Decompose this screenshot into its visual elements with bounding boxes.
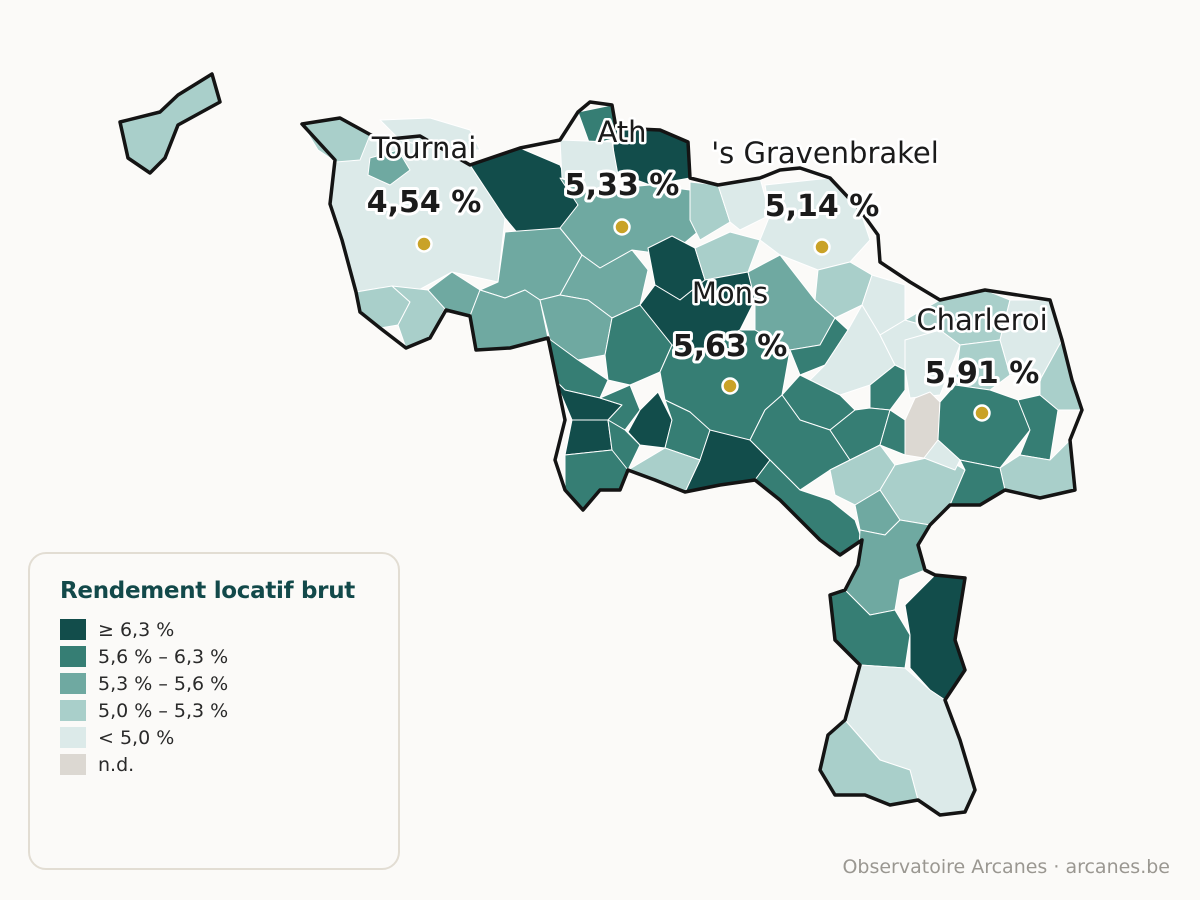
city-marker-1[interactable] (613, 218, 631, 236)
municipality[interactable] (379, 117, 481, 151)
city-value-label: 5,14 % (765, 189, 880, 224)
municipality[interactable] (301, 117, 371, 163)
municipality[interactable] (559, 139, 619, 191)
municipality[interactable] (367, 149, 411, 186)
legend-item: n.d. (60, 751, 368, 778)
legend-item: 5,6 % – 6,3 % (60, 643, 368, 670)
legend-item: 5,0 % – 5,3 % (60, 697, 368, 724)
legend-swatch (60, 619, 86, 640)
legend-label: 5,0 % – 5,3 % (98, 699, 229, 722)
municipalities-layer (119, 73, 1083, 816)
legend-panel: Rendement locatif brut ≥ 6,3 % 5,6 % – 6,… (28, 552, 400, 870)
city-name-label: 's Gravenbrakel (711, 136, 939, 170)
legend-label: < 5,0 % (98, 726, 175, 749)
legend-swatch (60, 700, 86, 721)
city-labels: Tournai 4,54 % Ath 5,33 % 's Gravenbrakel 5,1… (364, 113, 1050, 422)
city-marker-0[interactable] (415, 235, 433, 253)
legend-label: ≥ 6,3 % (98, 618, 175, 641)
province-outline-exclave (118, 72, 222, 175)
legend-item: 5,3 % – 5,6 % (60, 670, 368, 697)
municipality[interactable] (119, 73, 221, 174)
province-outline (300, 100, 1084, 817)
city-name-label: Tournai (371, 131, 477, 165)
city-value-label: 5,33 % (565, 168, 680, 203)
city-name-label: Mons (692, 276, 768, 310)
legend-swatch (60, 754, 86, 775)
municipality[interactable] (904, 329, 961, 399)
legend-label: n.d. (98, 753, 135, 776)
city-name-label: Charleroi (916, 303, 1047, 337)
city-value-label: 5,63 % (673, 329, 788, 364)
legend-item: ≥ 6,3 % (60, 616, 368, 643)
legend-swatch (60, 646, 86, 667)
legend-label: 5,3 % – 5,6 % (98, 672, 229, 695)
municipality[interactable] (564, 419, 613, 456)
municipality[interactable] (954, 339, 1011, 391)
credit-text: Observatoire Arcanes · arcanes.be (842, 856, 1170, 878)
legend-label: 5,6 % – 6,3 % (98, 645, 229, 668)
city-marker-3[interactable] (721, 377, 739, 395)
legend-items: ≥ 6,3 % 5,6 % – 6,3 % 5,3 % – 5,6 % 5,0 % –… (60, 616, 368, 778)
legend-item: < 5,0 % (60, 724, 368, 751)
city-name-label: Ath (597, 115, 646, 149)
city-marker-2[interactable] (813, 238, 831, 256)
city-marker-4[interactable] (973, 404, 991, 422)
legend-title: Rendement locatif brut (60, 578, 355, 604)
municipality[interactable] (694, 231, 761, 281)
municipality[interactable] (923, 439, 961, 471)
city-value-label: 4,54 % (367, 185, 482, 220)
legend-swatch (60, 727, 86, 748)
legend-swatch (60, 673, 86, 694)
city-value-label: 5,91 % (925, 356, 1040, 391)
municipality[interactable] (879, 409, 906, 456)
